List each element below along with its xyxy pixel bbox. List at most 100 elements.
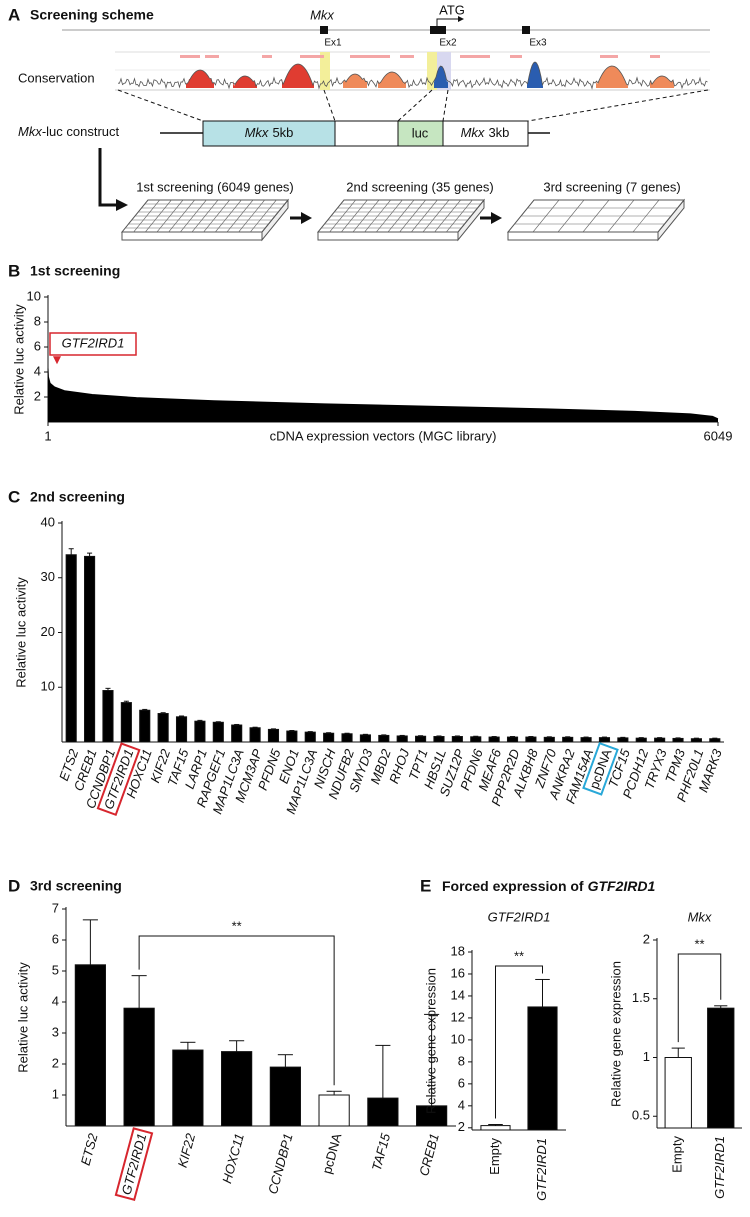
conservation-mark bbox=[400, 55, 414, 58]
y-tick-label: 10 bbox=[27, 288, 41, 303]
conservation-track bbox=[117, 55, 708, 90]
x-tick-label: CREB1 bbox=[416, 1132, 442, 1178]
chart-title: GTF2IRD1 bbox=[488, 909, 551, 924]
conservation-mark bbox=[460, 55, 490, 58]
bar bbox=[84, 555, 96, 743]
y-tick-label: 2 bbox=[458, 1119, 465, 1134]
panel-letter: A bbox=[8, 5, 20, 24]
bar bbox=[231, 724, 243, 743]
bar bbox=[396, 735, 408, 743]
bar bbox=[525, 736, 537, 743]
construct-label: Mkx-luc construct bbox=[18, 124, 120, 139]
screening-label: 3rd screening (7 genes) bbox=[543, 179, 680, 194]
bar bbox=[664, 1057, 692, 1129]
bar bbox=[562, 736, 574, 743]
bar bbox=[527, 1006, 558, 1131]
conservation-profile bbox=[117, 61, 708, 90]
y-tick-label: 1 bbox=[52, 1086, 59, 1101]
construct-gene: Mkx bbox=[18, 124, 42, 139]
area-line bbox=[47, 368, 719, 420]
exon-label: Ex2 bbox=[439, 38, 457, 49]
exon-label: Ex3 bbox=[529, 38, 547, 49]
x-tick-label: Empty bbox=[487, 1138, 502, 1175]
y-tick-label: 10 bbox=[41, 679, 55, 694]
bar bbox=[123, 1007, 155, 1127]
exon-label: Ex1 bbox=[324, 38, 342, 49]
panel-title: 3rd screening bbox=[30, 878, 122, 894]
bar bbox=[543, 736, 555, 743]
y-tick-label: 16 bbox=[451, 965, 465, 980]
panel-letter: E bbox=[420, 876, 431, 895]
bar bbox=[323, 732, 335, 743]
segment-size: 5kb bbox=[272, 125, 293, 140]
panel-title: Forced expression of GTF2IRD1 bbox=[442, 878, 655, 894]
zoom-line bbox=[527, 89, 709, 122]
annotation-arrowhead bbox=[53, 356, 61, 365]
y-tick-label: 14 bbox=[451, 987, 465, 1002]
zoom-lines bbox=[117, 89, 709, 122]
y-tick-label: 0.5 bbox=[632, 1108, 650, 1123]
bar bbox=[580, 737, 592, 743]
segment-label: Mkx 3kb bbox=[461, 125, 510, 140]
label-highlight bbox=[96, 742, 141, 817]
atg-label: ATG bbox=[439, 2, 465, 17]
atg-arrowhead bbox=[458, 16, 464, 22]
zoom-line bbox=[442, 89, 449, 122]
significance-label: ** bbox=[232, 918, 242, 933]
y-axis-title: Relative luc activity bbox=[15, 962, 30, 1073]
y-tick-label: 2 bbox=[52, 1055, 59, 1070]
y-tick-label: 3 bbox=[52, 1024, 59, 1039]
y-axis-title: Relative luc activity bbox=[11, 304, 26, 415]
x-tick-label: Empty bbox=[670, 1136, 685, 1173]
bar bbox=[212, 721, 224, 743]
y-tick-label: 20 bbox=[41, 624, 55, 639]
flow-arrowhead bbox=[301, 212, 312, 224]
conservation-mark bbox=[650, 55, 660, 58]
bar bbox=[65, 554, 77, 743]
bar bbox=[654, 737, 666, 743]
plates bbox=[120, 198, 686, 242]
bar bbox=[617, 737, 629, 743]
flow-arrow bbox=[98, 148, 118, 207]
bar bbox=[139, 709, 151, 743]
exon bbox=[430, 26, 446, 34]
y-tick-label: 30 bbox=[41, 569, 55, 584]
bar bbox=[102, 690, 114, 743]
bar bbox=[172, 1049, 204, 1127]
bar bbox=[598, 737, 611, 743]
bar bbox=[249, 727, 261, 743]
bar bbox=[707, 1007, 735, 1129]
highlight-band bbox=[320, 52, 330, 90]
x-tick-label: ETS2 bbox=[78, 1131, 101, 1167]
y-tick-label: 10 bbox=[451, 1031, 465, 1046]
conservation-mark bbox=[350, 55, 390, 58]
bar bbox=[341, 733, 353, 743]
panel-title-gene: GTF2IRD1 bbox=[588, 878, 656, 894]
y-tick-label: 6 bbox=[34, 338, 41, 353]
x-tick-label: KIF22 bbox=[175, 1131, 199, 1169]
construct-segment bbox=[334, 120, 399, 147]
y-tick-label: 12 bbox=[451, 1009, 465, 1024]
annotation-box bbox=[49, 332, 137, 356]
bar bbox=[506, 736, 519, 743]
segment-label: Mkx 5kb bbox=[245, 125, 294, 140]
bar bbox=[480, 1125, 511, 1131]
significance-bracket bbox=[495, 965, 543, 1119]
y-axis-title: Relative gene expression bbox=[608, 961, 623, 1107]
panel-title: 1st screening bbox=[30, 263, 120, 279]
bar bbox=[488, 736, 500, 743]
y-tick-label: 4 bbox=[458, 1097, 465, 1112]
panel-letter: C bbox=[8, 487, 20, 506]
highlight-band bbox=[427, 52, 437, 90]
panel-title: 2nd screening bbox=[30, 489, 125, 505]
y-tick-label: 6 bbox=[52, 931, 59, 946]
construct-segment bbox=[202, 120, 336, 147]
plate-side bbox=[121, 231, 263, 241]
zoom-line bbox=[397, 89, 433, 122]
flow-arrowhead bbox=[116, 199, 128, 211]
bar bbox=[672, 737, 684, 743]
chart-title: Mkx bbox=[688, 909, 712, 924]
atg-arrow bbox=[436, 18, 458, 26]
y-tick-label: 4 bbox=[52, 993, 59, 1008]
